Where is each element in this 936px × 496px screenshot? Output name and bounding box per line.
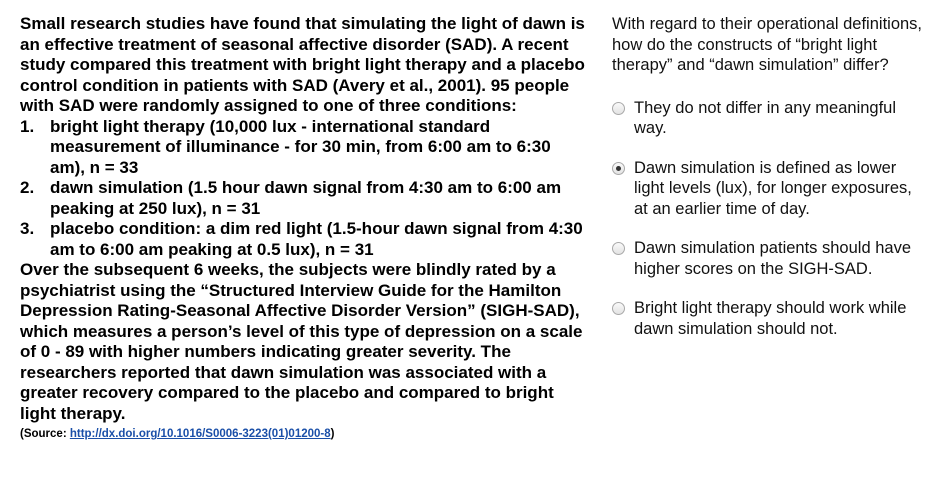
source-suffix: ) [330,428,335,440]
answer-option[interactable]: They do not differ in any meaningful way… [612,98,930,139]
condition-item: 2. dawn simulation (1.5 hour dawn signal… [20,178,590,219]
condition-number: 3. [20,219,35,238]
condition-text: bright light therapy (10,000 lux - inter… [50,116,551,177]
answer-option[interactable]: Dawn simulation patients should have hig… [612,238,930,279]
condition-number: 2. [20,178,35,197]
answer-option-text[interactable]: Dawn simulation is defined as lower ligh… [634,158,912,218]
passage-intro: Small research studies have found that s… [20,14,585,115]
radio-button[interactable] [612,242,625,255]
answer-option-text[interactable]: Bright light therapy should work while d… [634,299,907,338]
condition-item: 1. bright light therapy (10,000 lux - in… [20,117,590,179]
question-prompt: With regard to their operational definit… [612,15,923,74]
passage: Small research studies have found that s… [20,14,590,442]
condition-item: 3. placebo condition: a dim red light (1… [20,219,590,260]
answer-option[interactable]: Bright light therapy should work while d… [612,298,930,339]
answer-option[interactable]: Dawn simulation is defined as lower ligh… [612,158,930,220]
conditions-list: 1. bright light therapy (10,000 lux - in… [20,117,590,261]
answer-option-text[interactable]: They do not differ in any meaningful way… [634,98,897,138]
condition-number: 1. [20,116,35,136]
radio-button[interactable] [612,302,625,315]
condition-text: dawn simulation (1.5 hour dawn signal fr… [50,178,562,218]
radio-button[interactable] [612,161,625,175]
passage-conclusion: Over the subsequent 6 weeks, the subject… [20,260,583,423]
source-prefix: (Source: [20,428,70,440]
radio-button[interactable] [612,101,625,115]
question-panel: With regard to their operational definit… [612,14,930,358]
answer-option-text[interactable]: Dawn simulation patients should have hig… [634,239,911,278]
condition-text: placebo condition: a dim red light (1.5-… [50,219,583,259]
source-citation: (Source: http://dx.doi.org/10.1016/S0006… [20,426,590,442]
answer-options: They do not differ in any meaningful way… [612,98,930,340]
source-link[interactable]: http://dx.doi.org/10.1016/S0006-3223(01)… [69,428,331,440]
